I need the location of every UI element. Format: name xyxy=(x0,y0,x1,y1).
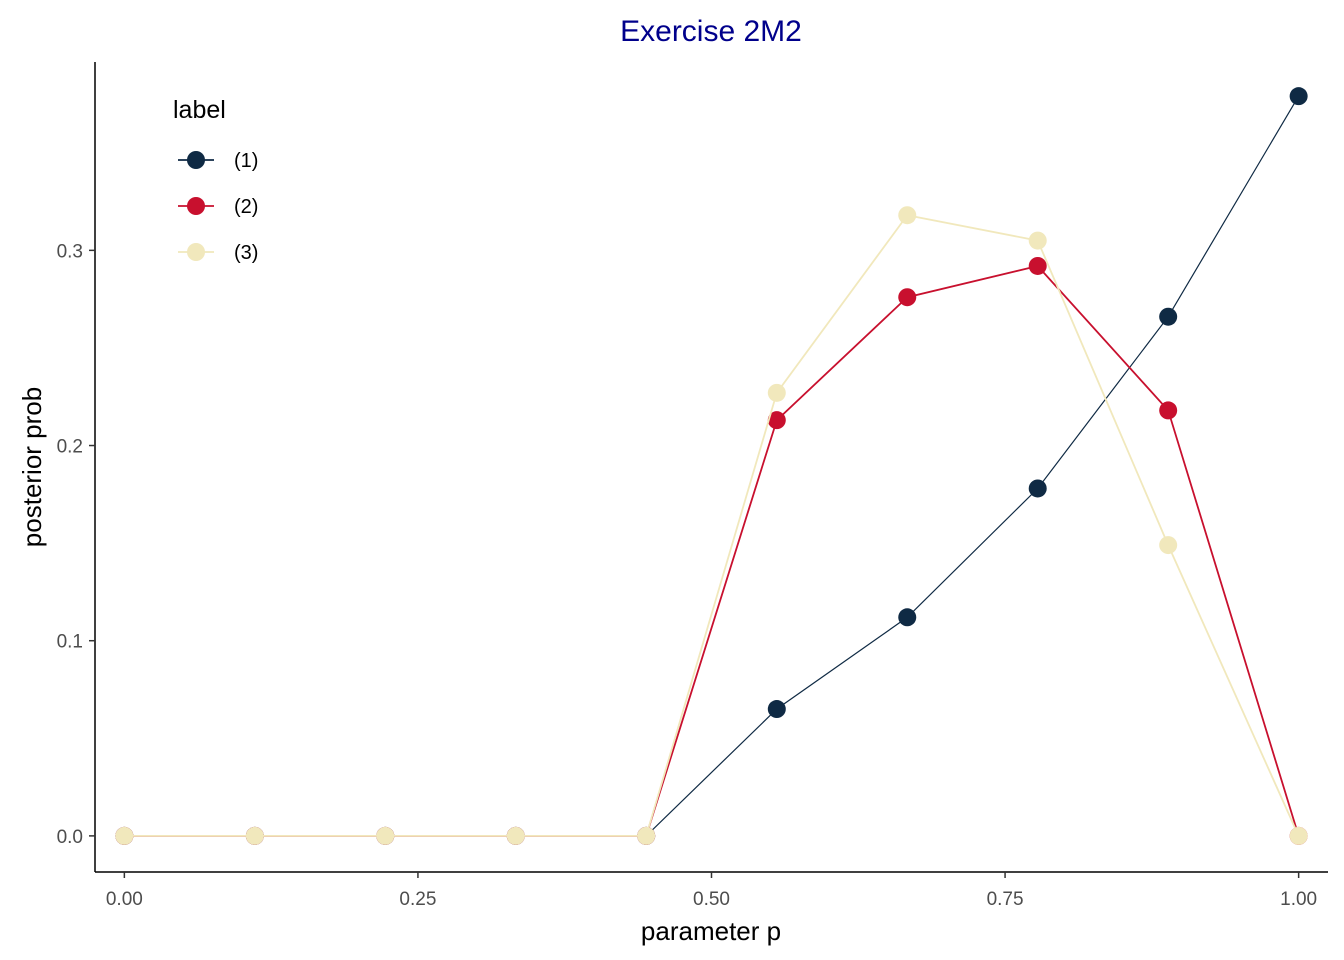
series-2 xyxy=(115,256,1308,845)
data-point xyxy=(245,826,264,845)
series-3 xyxy=(115,206,1308,845)
data-point xyxy=(767,700,786,719)
legend-label: (3) xyxy=(234,242,258,264)
legend-title: label xyxy=(173,96,226,124)
data-point xyxy=(1028,256,1047,275)
series-line xyxy=(124,95,1300,837)
y-tick-label: 0.0 xyxy=(57,827,83,848)
legend-item: (1) xyxy=(178,150,258,172)
legend-label: (2) xyxy=(234,196,258,218)
x-tick-label: 0.75 xyxy=(987,889,1024,910)
axes xyxy=(94,62,1328,873)
data-point xyxy=(898,206,917,225)
data-point xyxy=(637,826,656,845)
legend-marker xyxy=(187,151,205,169)
data-point xyxy=(767,383,786,402)
ticks: 0.00 0.25 0.50 0.75 1.00 0.0 0.1 0.2 0.3 xyxy=(57,241,1318,910)
data-point xyxy=(1159,536,1178,555)
legend-label: (1) xyxy=(234,150,258,172)
x-axis-title: parameter p xyxy=(641,916,781,946)
series-layer xyxy=(115,87,1308,845)
x-tick-label: 0.25 xyxy=(399,889,436,910)
y-tick-label: 0.2 xyxy=(57,437,83,458)
legend: label (1) (2) (3) xyxy=(173,96,258,264)
data-point xyxy=(506,826,525,845)
legend-item: (2) xyxy=(178,196,258,218)
x-tick-label: 0.50 xyxy=(693,889,730,910)
data-point xyxy=(898,288,917,307)
series-line xyxy=(124,265,1300,837)
chart-title: Exercise 2M2 xyxy=(620,15,802,48)
data-point xyxy=(1289,87,1308,106)
data-point xyxy=(1289,826,1308,845)
series-line xyxy=(124,214,1300,837)
legend-marker xyxy=(187,197,205,215)
x-tick-label: 1.00 xyxy=(1280,889,1317,910)
y-axis-title: posterior prob xyxy=(17,387,47,547)
legend-marker xyxy=(187,243,205,261)
data-point xyxy=(115,826,134,845)
data-point xyxy=(898,608,917,627)
data-point xyxy=(376,826,395,845)
legend-item: (3) xyxy=(178,242,258,264)
y-tick-label: 0.3 xyxy=(57,241,83,262)
series-1 xyxy=(115,87,1308,845)
y-tick-label: 0.1 xyxy=(57,632,83,653)
data-point xyxy=(1159,401,1178,420)
data-point xyxy=(1028,479,1047,498)
data-point xyxy=(1159,307,1178,326)
data-point xyxy=(1028,231,1047,250)
x-tick-label: 0.00 xyxy=(106,889,143,910)
data-point xyxy=(767,411,786,430)
